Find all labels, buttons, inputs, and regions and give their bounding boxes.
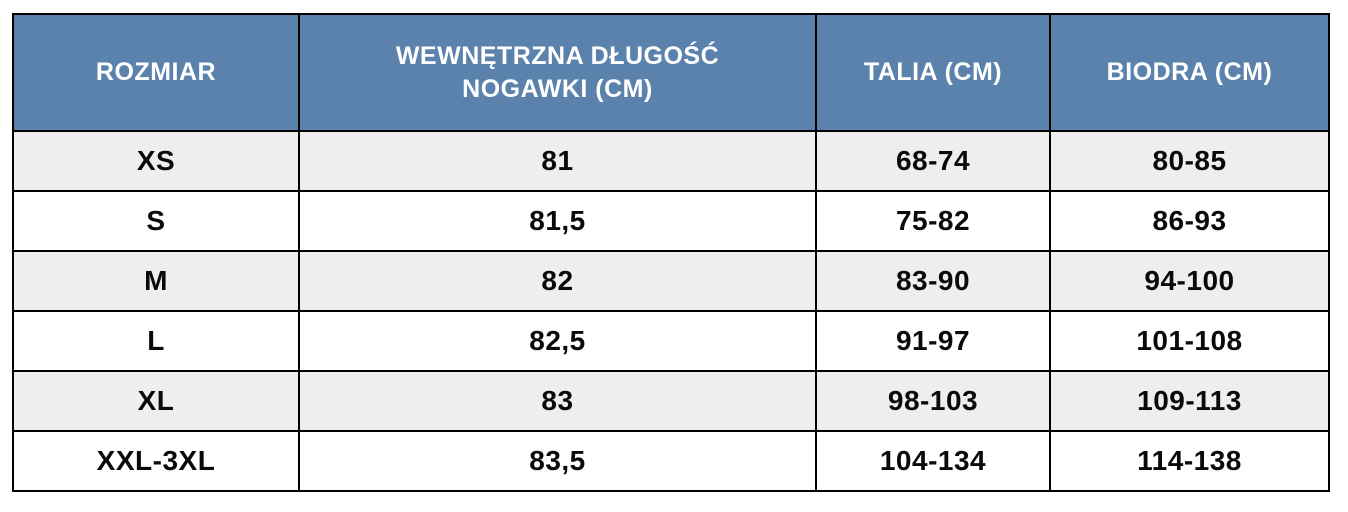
header-cell-size: ROZMIAR — [12, 13, 300, 132]
size-chart-table: ROZMIAR WEWNĘTRZNA DŁUGOŚĆ NOGAWKI (CM) … — [12, 13, 1330, 492]
cell-waist_cm: 75-82 — [815, 190, 1051, 252]
header-label-waist: TALIA (CM) — [863, 58, 1003, 87]
table-row: L 82,5 91-97 101-108 — [12, 310, 1330, 372]
cell-hips_cm: 80-85 — [1049, 130, 1330, 192]
cell-inseam_cm: 83,5 — [298, 430, 817, 492]
cell-waist_cm: 91-97 — [815, 310, 1051, 372]
table-row: S 81,5 75-82 86-93 — [12, 190, 1330, 252]
cell-inseam_cm: 82 — [298, 250, 817, 312]
cell-size: XS — [12, 130, 300, 192]
header-label-size: ROZMIAR — [95, 58, 217, 87]
cell-inseam_cm: 82,5 — [298, 310, 817, 372]
cell-inseam_cm: 83 — [298, 370, 817, 432]
cell-hips_cm: 114-138 — [1049, 430, 1330, 492]
table-row: XL 83 98-103 109-113 — [12, 370, 1330, 432]
cell-hips_cm: 101-108 — [1049, 310, 1330, 372]
cell-inseam_cm: 81,5 — [298, 190, 817, 252]
cell-waist_cm: 83-90 — [815, 250, 1051, 312]
cell-hips_cm: 94-100 — [1049, 250, 1330, 312]
cell-size: XL — [12, 370, 300, 432]
table-row: XXL-3XL 83,5 104-134 114-138 — [12, 430, 1330, 492]
cell-waist_cm: 104-134 — [815, 430, 1051, 492]
table-body: XS 81 68-74 80-85 S 81,5 75-82 86-93 M 82 83-90 94-… — [12, 130, 1330, 492]
header-row: ROZMIAR WEWNĘTRZNA DŁUGOŚĆ NOGAWKI (CM) … — [12, 13, 1330, 132]
cell-hips_cm: 86-93 — [1049, 190, 1330, 252]
cell-size: L — [12, 310, 300, 372]
cell-waist_cm: 68-74 — [815, 130, 1051, 192]
cell-size: S — [12, 190, 300, 252]
cell-inseam_cm: 81 — [298, 130, 817, 192]
cell-size: XXL-3XL — [12, 430, 300, 492]
header-label-inseam: WEWNĘTRZNA DŁUGOŚĆ NOGAWKI (CM) — [395, 42, 720, 103]
table-row: M 82 83-90 94-100 — [12, 250, 1330, 312]
cell-size: M — [12, 250, 300, 312]
table-header: ROZMIAR WEWNĘTRZNA DŁUGOŚĆ NOGAWKI (CM) … — [12, 13, 1330, 132]
header-label-hips: BIODRA (CM) — [1106, 58, 1273, 87]
header-cell-hips: BIODRA (CM) — [1049, 13, 1330, 132]
header-cell-inseam: WEWNĘTRZNA DŁUGOŚĆ NOGAWKI (CM) — [298, 13, 817, 132]
cell-waist_cm: 98-103 — [815, 370, 1051, 432]
cell-hips_cm: 109-113 — [1049, 370, 1330, 432]
table-row: XS 81 68-74 80-85 — [12, 130, 1330, 192]
header-cell-waist: TALIA (CM) — [815, 13, 1051, 132]
